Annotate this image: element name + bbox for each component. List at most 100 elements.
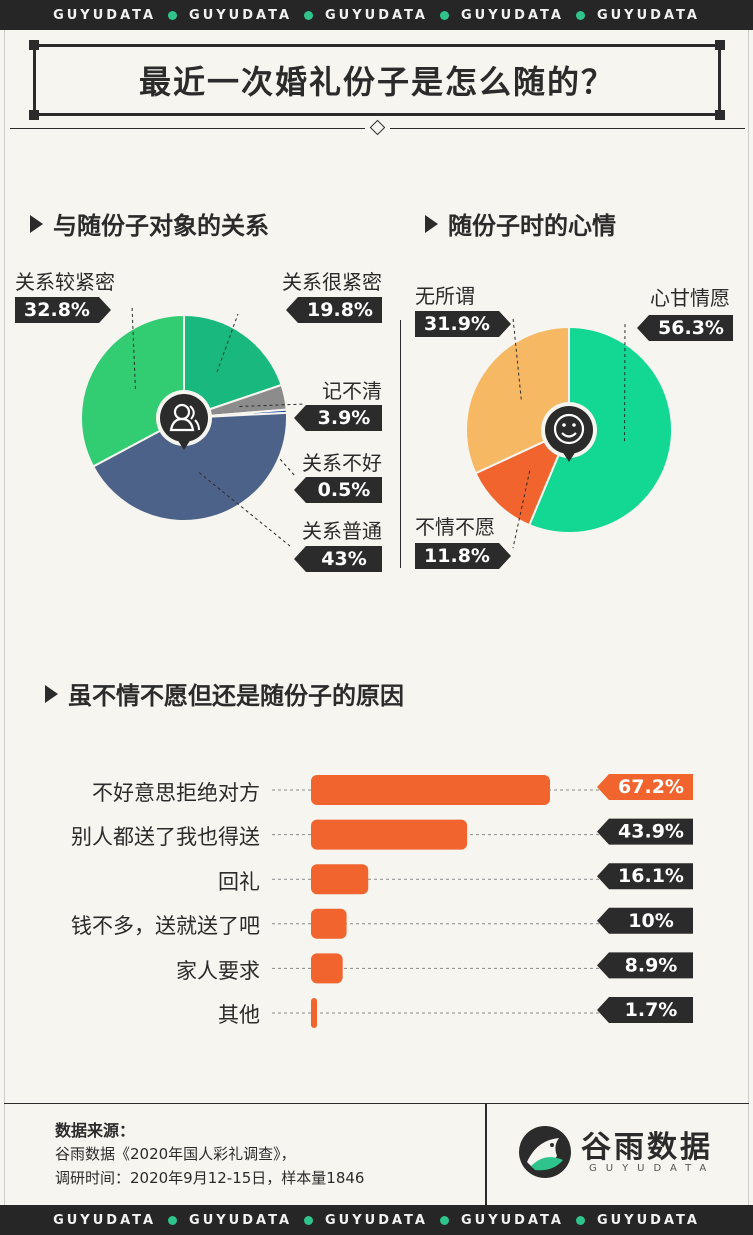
leader-line <box>512 470 531 549</box>
dot-icon <box>575 1215 585 1225</box>
slice-label: 记不清 <box>322 379 382 403</box>
triangle-icon <box>45 684 58 703</box>
band-word: GUYUDATA <box>53 1212 157 1228</box>
top-brand-band: GUYUDATA GUYUDATA GUYUDATA GUYUDATA GUYU… <box>0 0 753 30</box>
bar-value: 43.9% <box>618 821 684 843</box>
slice-label: 心甘情愿 <box>650 286 730 310</box>
dot-icon <box>439 1215 449 1225</box>
slice-value: 31.9% <box>424 313 490 335</box>
bar-tag <box>597 952 693 979</box>
bar-value: 16.1% <box>618 865 684 887</box>
slice-label: 关系普通 <box>302 519 382 543</box>
mood-pie: 心甘情愿 56.3% 不情不愿 11.8% 无所谓 31.9% <box>415 284 733 569</box>
bottom-brand-band: GUYUDATA GUYUDATA GUYUDATA GUYUDATA GUYU… <box>0 1205 753 1235</box>
bar <box>311 864 369 895</box>
person-body <box>169 417 195 432</box>
section-title-text: 虽不情不愿但还是随份子的原因 <box>68 682 404 710</box>
logo-name: 谷雨数据 <box>581 1130 713 1165</box>
bird-logo-icon <box>519 1126 571 1178</box>
section-title-mood: 随份子时的心情 <box>425 206 616 241</box>
slice-tag <box>294 477 382 503</box>
triangle-icon <box>30 214 43 233</box>
bar-value: 1.7% <box>625 999 678 1021</box>
dot-icon <box>168 10 178 20</box>
bar-category-label: 不好意思拒绝对方 <box>92 781 260 805</box>
slice-tag <box>637 315 733 341</box>
title-corner <box>715 110 725 120</box>
bar <box>311 775 550 805</box>
band-word: GUYUDATA <box>460 7 564 23</box>
smile-icon-pointer <box>562 451 576 462</box>
bar-category-label: 家人要求 <box>176 959 260 983</box>
band-word: GUYUDATA <box>189 7 293 23</box>
bar-value: 67.2% <box>618 776 684 798</box>
triangle-icon <box>425 214 438 233</box>
band-word: GUYUDATA <box>325 1212 428 1228</box>
bar-value: 10% <box>628 910 673 932</box>
bar-tag <box>597 818 693 845</box>
band-word: GUYUDATA <box>53 7 157 23</box>
slice-value: 11.8% <box>424 545 490 567</box>
smile-face <box>553 413 585 445</box>
band-word: GUYUDATA <box>460 1212 564 1228</box>
dot-icon <box>304 1215 314 1225</box>
band-word: GUYUDATA <box>189 1212 293 1228</box>
pie-slice <box>91 411 288 522</box>
bar-tag <box>597 863 693 890</box>
dot-icon <box>168 1215 178 1225</box>
slice-value: 43% <box>321 548 366 570</box>
footer-divider <box>485 1103 487 1205</box>
dot-icon <box>575 10 585 20</box>
person-shadow <box>189 405 200 431</box>
slice-label: 关系较紧密 <box>15 270 115 294</box>
source-heading: 数据来源： <box>55 1121 136 1140</box>
slice-value: 0.5% <box>318 479 371 501</box>
section-title-text: 随份子时的心情 <box>448 212 616 240</box>
leader-line <box>198 472 291 547</box>
slice-tag <box>286 297 382 323</box>
smile-icon <box>545 406 593 454</box>
relationship-pie: 关系很紧密 19.8% 记不清 3.9% 关系不好 0.5% 关系普通 43% 关系较紧密 32.… <box>15 270 382 572</box>
smile-mouth <box>561 432 577 438</box>
title-corner <box>29 110 39 120</box>
slice-value: 3.9% <box>318 407 371 429</box>
page-title: 最近一次婚礼份子是怎么随的？ <box>33 44 721 116</box>
source-line: 谷雨数据《2020年国人彩礼调查》， <box>55 1145 296 1163</box>
band-word: GUYUDATA <box>325 7 428 23</box>
chart-divider <box>400 320 401 568</box>
bar <box>311 953 343 984</box>
slice-label: 关系不好 <box>302 451 382 475</box>
smile-eye <box>562 423 566 427</box>
smile-eye <box>572 423 576 427</box>
person-icon-pointer <box>177 439 191 450</box>
bar-tag <box>597 774 693 800</box>
section-title-relationship: 与随份子对象的关系 <box>30 206 269 241</box>
bar-value: 8.9% <box>625 954 678 976</box>
slice-label: 无所谓 <box>415 284 475 308</box>
bar <box>311 819 468 850</box>
slice-value: 56.3% <box>658 317 724 339</box>
slice-tag <box>415 311 511 337</box>
pie-slice <box>474 428 571 527</box>
pie-slice <box>527 325 673 534</box>
leader-line <box>239 403 306 408</box>
title-separator-right <box>390 128 745 129</box>
bar-category-label: 回礼 <box>218 870 260 894</box>
source-line: 调研时间：2020年9月12-15日，样本量1846 <box>55 1169 365 1187</box>
slice-tag <box>294 546 382 572</box>
footer <box>4 1103 749 1205</box>
slice-tag <box>294 405 382 431</box>
leader-line <box>216 313 239 373</box>
leader-line <box>512 317 522 400</box>
bar <box>311 908 347 939</box>
title-corner <box>715 40 725 50</box>
title-separator-left <box>10 128 365 129</box>
bar-category-label: 其他 <box>218 1003 260 1027</box>
slice-label: 不情不愿 <box>415 515 495 539</box>
bar-category-label: 别人都送了我也得送 <box>71 825 260 849</box>
slice-tag <box>415 543 511 569</box>
dot-icon <box>304 10 314 20</box>
bar-category-label: 钱不多，送就送了吧 <box>71 914 260 938</box>
dot-icon <box>439 10 449 20</box>
